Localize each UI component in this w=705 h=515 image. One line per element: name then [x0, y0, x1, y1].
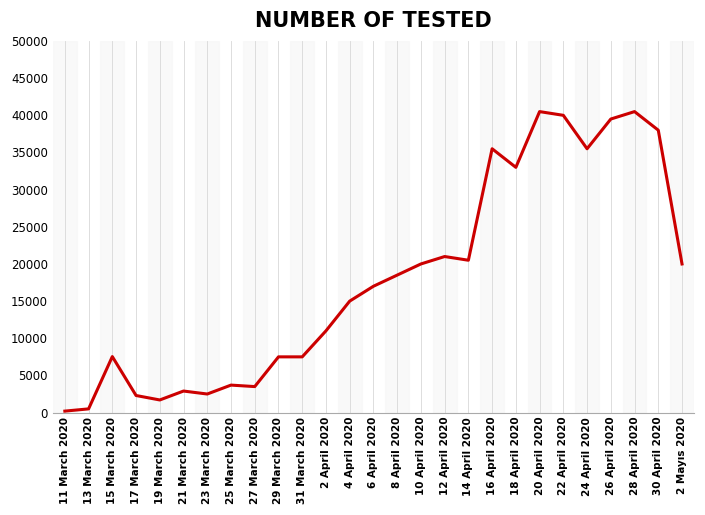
Bar [433, 41, 457, 413]
Title: NUMBER OF TESTED: NUMBER OF TESTED [255, 11, 492, 31]
Bar [290, 41, 314, 413]
Bar [480, 41, 504, 413]
Bar [623, 41, 646, 413]
Bar [243, 41, 266, 413]
Bar [195, 41, 219, 413]
Bar [386, 41, 409, 413]
Bar [338, 41, 362, 413]
Bar [53, 41, 77, 413]
Bar [100, 41, 124, 413]
Bar [575, 41, 599, 413]
Bar [528, 41, 551, 413]
Bar [148, 41, 171, 413]
Bar [670, 41, 694, 413]
